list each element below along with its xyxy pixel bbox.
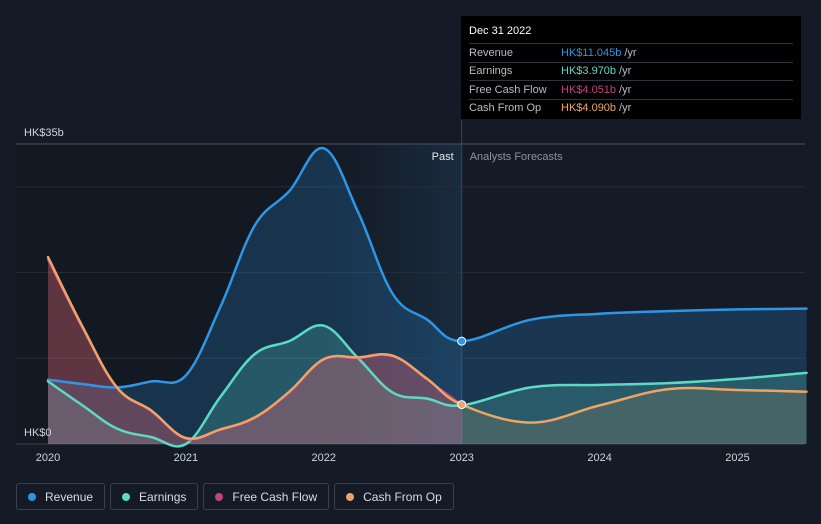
y-axis-bottom-label: HK$0 — [24, 427, 52, 439]
tooltip-row-earnings: Earnings HK$3.970b /yr — [469, 61, 793, 81]
marker-cash-from-op — [457, 400, 467, 410]
tooltip-value: HK$4.051b — [561, 83, 617, 96]
tooltip-row-revenue: Revenue HK$11.045b /yr — [469, 43, 793, 62]
legend: Revenue Earnings Free Cash Flow Cash Fro… — [16, 483, 454, 510]
area-cash-from-op — [48, 257, 807, 444]
line-earnings — [46, 324, 808, 448]
line-cash-from-op — [46, 255, 808, 441]
tooltip-value: HK$4.090b — [561, 102, 617, 115]
legend-label: Earnings — [139, 489, 187, 504]
tooltip-unit: /yr — [619, 102, 632, 115]
area-free-cash-flow — [48, 259, 462, 444]
legend-item-free-cash-flow[interactable]: Free Cash Flow — [203, 483, 330, 510]
tooltip-label: Earnings — [469, 65, 513, 78]
x-tick-label: 2022 — [312, 452, 336, 464]
tooltip-label: Revenue — [469, 46, 514, 59]
tooltip-unit: /yr — [619, 83, 632, 96]
line-revenue — [46, 147, 808, 389]
tooltip-unit: /yr — [624, 46, 637, 59]
area-revenue — [48, 147, 807, 445]
x-tick-label: 2021 — [174, 452, 198, 464]
y-axis-top-label: HK$35b — [24, 127, 64, 139]
legend-item-cash-from-op[interactable]: Cash From Op — [334, 483, 454, 510]
tooltip-value: HK$3.970b — [561, 65, 617, 78]
legend-label: Revenue — [45, 489, 94, 504]
legend-dot-icon — [215, 492, 224, 501]
tooltip-date: Dec 31 2022 — [469, 25, 532, 37]
marker-revenue — [457, 336, 467, 346]
x-tick-label: 2020 — [36, 452, 60, 464]
x-tick-label: 2025 — [725, 452, 749, 464]
x-tick-label: 2024 — [587, 452, 611, 464]
legend-dot-icon — [122, 492, 131, 501]
tooltip-unit: /yr — [619, 65, 632, 78]
legend-label: Free Cash Flow — [232, 489, 318, 504]
tooltip-panel: Dec 31 2022 Revenue HK$11.045b /yr Earni… — [461, 16, 801, 119]
area-earnings — [48, 325, 807, 447]
past-label: Past — [432, 151, 454, 163]
x-tick-label: 2023 — [449, 452, 473, 464]
forecast-label: Analysts Forecasts — [470, 151, 563, 163]
legend-dot-icon — [346, 492, 355, 501]
tooltip-label: Free Cash Flow — [469, 83, 547, 96]
tooltip-value: HK$11.045b — [561, 46, 622, 59]
legend-dot-icon — [28, 492, 36, 501]
tooltip-label: Cash From Op — [469, 102, 542, 115]
legend-item-earnings[interactable]: Earnings — [110, 483, 199, 510]
legend-item-revenue[interactable]: Revenue — [16, 483, 106, 510]
tooltip-row-cash-from-op: Cash From Op HK$4.090b /yr — [469, 98, 793, 118]
legend-label: Cash From Op — [363, 489, 442, 504]
tooltip-row-free-cash-flow: Free Cash Flow HK$4.051b /yr — [469, 80, 793, 99]
